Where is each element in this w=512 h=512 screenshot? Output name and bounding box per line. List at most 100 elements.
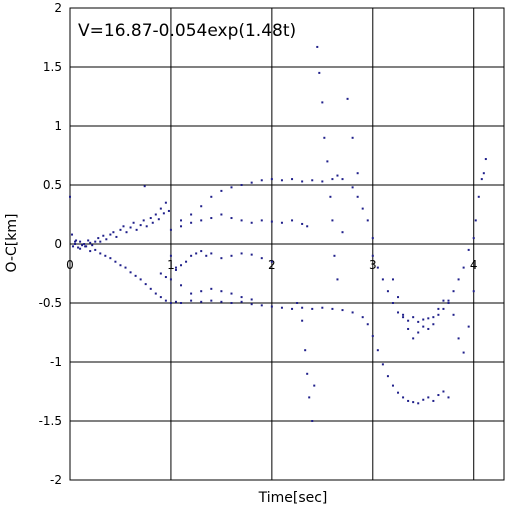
data-point <box>84 245 87 248</box>
data-point <box>472 290 475 293</box>
data-point <box>412 401 415 404</box>
data-point <box>270 178 273 181</box>
data-point <box>371 254 374 257</box>
data-point <box>210 217 213 220</box>
data-point <box>139 278 142 281</box>
data-point <box>437 394 440 397</box>
data-point <box>164 276 167 279</box>
data-point <box>422 398 425 401</box>
data-point <box>422 325 425 328</box>
data-point <box>306 372 309 375</box>
data-point <box>452 313 455 316</box>
data-point <box>311 179 314 182</box>
data-point <box>109 257 112 260</box>
data-point <box>74 243 77 245</box>
x-tick-label: 3 <box>369 258 377 272</box>
data-point <box>301 306 304 309</box>
data-point <box>351 311 354 314</box>
data-point <box>447 299 450 302</box>
x-tick-labels: 0 1 2 3 4 <box>66 258 477 272</box>
data-point <box>122 225 125 228</box>
data-point <box>280 306 283 309</box>
data-point <box>180 264 183 267</box>
data-point <box>144 283 147 286</box>
data-point <box>329 195 332 198</box>
y-tick-label: -2 <box>50 473 62 487</box>
data-point <box>250 181 253 184</box>
data-point <box>195 252 198 255</box>
data-point <box>99 252 102 255</box>
data-point <box>142 219 145 222</box>
data-point <box>432 323 435 326</box>
data-point <box>472 237 475 240</box>
data-point <box>180 284 183 287</box>
grid-lines <box>69 7 504 481</box>
data-point <box>72 245 75 248</box>
data-point <box>240 184 243 186</box>
data-point <box>462 351 465 354</box>
data-point <box>115 235 118 238</box>
data-point <box>437 307 440 310</box>
data-point <box>169 254 172 257</box>
data-point <box>452 290 455 293</box>
data-point <box>427 396 430 399</box>
data-point <box>159 272 162 275</box>
data-point <box>77 246 80 249</box>
data-point <box>270 305 273 308</box>
data-point <box>447 302 450 304</box>
data-point <box>321 306 324 309</box>
data-point <box>220 213 223 216</box>
data-point <box>412 316 415 319</box>
data-point <box>417 402 420 405</box>
y-tick-label: -1.5 <box>39 414 62 428</box>
data-point <box>366 219 369 222</box>
data-point <box>250 253 253 256</box>
data-point <box>169 302 172 304</box>
data-point <box>311 420 314 422</box>
y-tick-label: -0.5 <box>39 296 62 310</box>
data-point <box>83 243 86 245</box>
x-axis-title: Time[sec] <box>258 490 328 506</box>
data-point <box>346 97 349 100</box>
data-point <box>139 224 142 227</box>
data-point <box>210 287 213 290</box>
data-point <box>260 219 263 222</box>
data-point <box>210 252 213 255</box>
x-tick-label: 4 <box>470 258 478 272</box>
data-point <box>407 399 410 402</box>
x-tick-label: 0 <box>66 258 74 272</box>
data-point <box>341 178 344 181</box>
data-point <box>157 218 160 221</box>
data-point <box>260 304 263 307</box>
data-point <box>326 160 329 163</box>
data-point <box>407 319 410 322</box>
y-tick-label: 1 <box>54 119 62 133</box>
data-point <box>371 335 374 338</box>
y-tick-label: 0 <box>54 237 62 251</box>
data-point <box>135 228 138 231</box>
data-point <box>376 266 379 269</box>
data-point <box>417 320 420 323</box>
data-point <box>397 296 400 299</box>
data-point <box>391 302 394 304</box>
data-point <box>482 172 485 175</box>
data-point <box>291 307 294 310</box>
data-point <box>301 319 304 322</box>
data-point <box>180 225 183 228</box>
data-point <box>250 303 253 306</box>
data-point <box>104 254 107 257</box>
data-point <box>361 207 364 210</box>
data-point <box>250 221 253 224</box>
data-point <box>336 174 339 177</box>
data-point <box>341 309 344 312</box>
data-point <box>85 245 88 248</box>
data-point <box>301 222 304 225</box>
data-point <box>397 391 400 394</box>
data-point <box>79 240 82 243</box>
data-point <box>185 260 188 263</box>
data-point <box>240 219 243 222</box>
data-point <box>230 217 233 220</box>
data-point <box>134 274 137 277</box>
data-point <box>457 337 460 340</box>
